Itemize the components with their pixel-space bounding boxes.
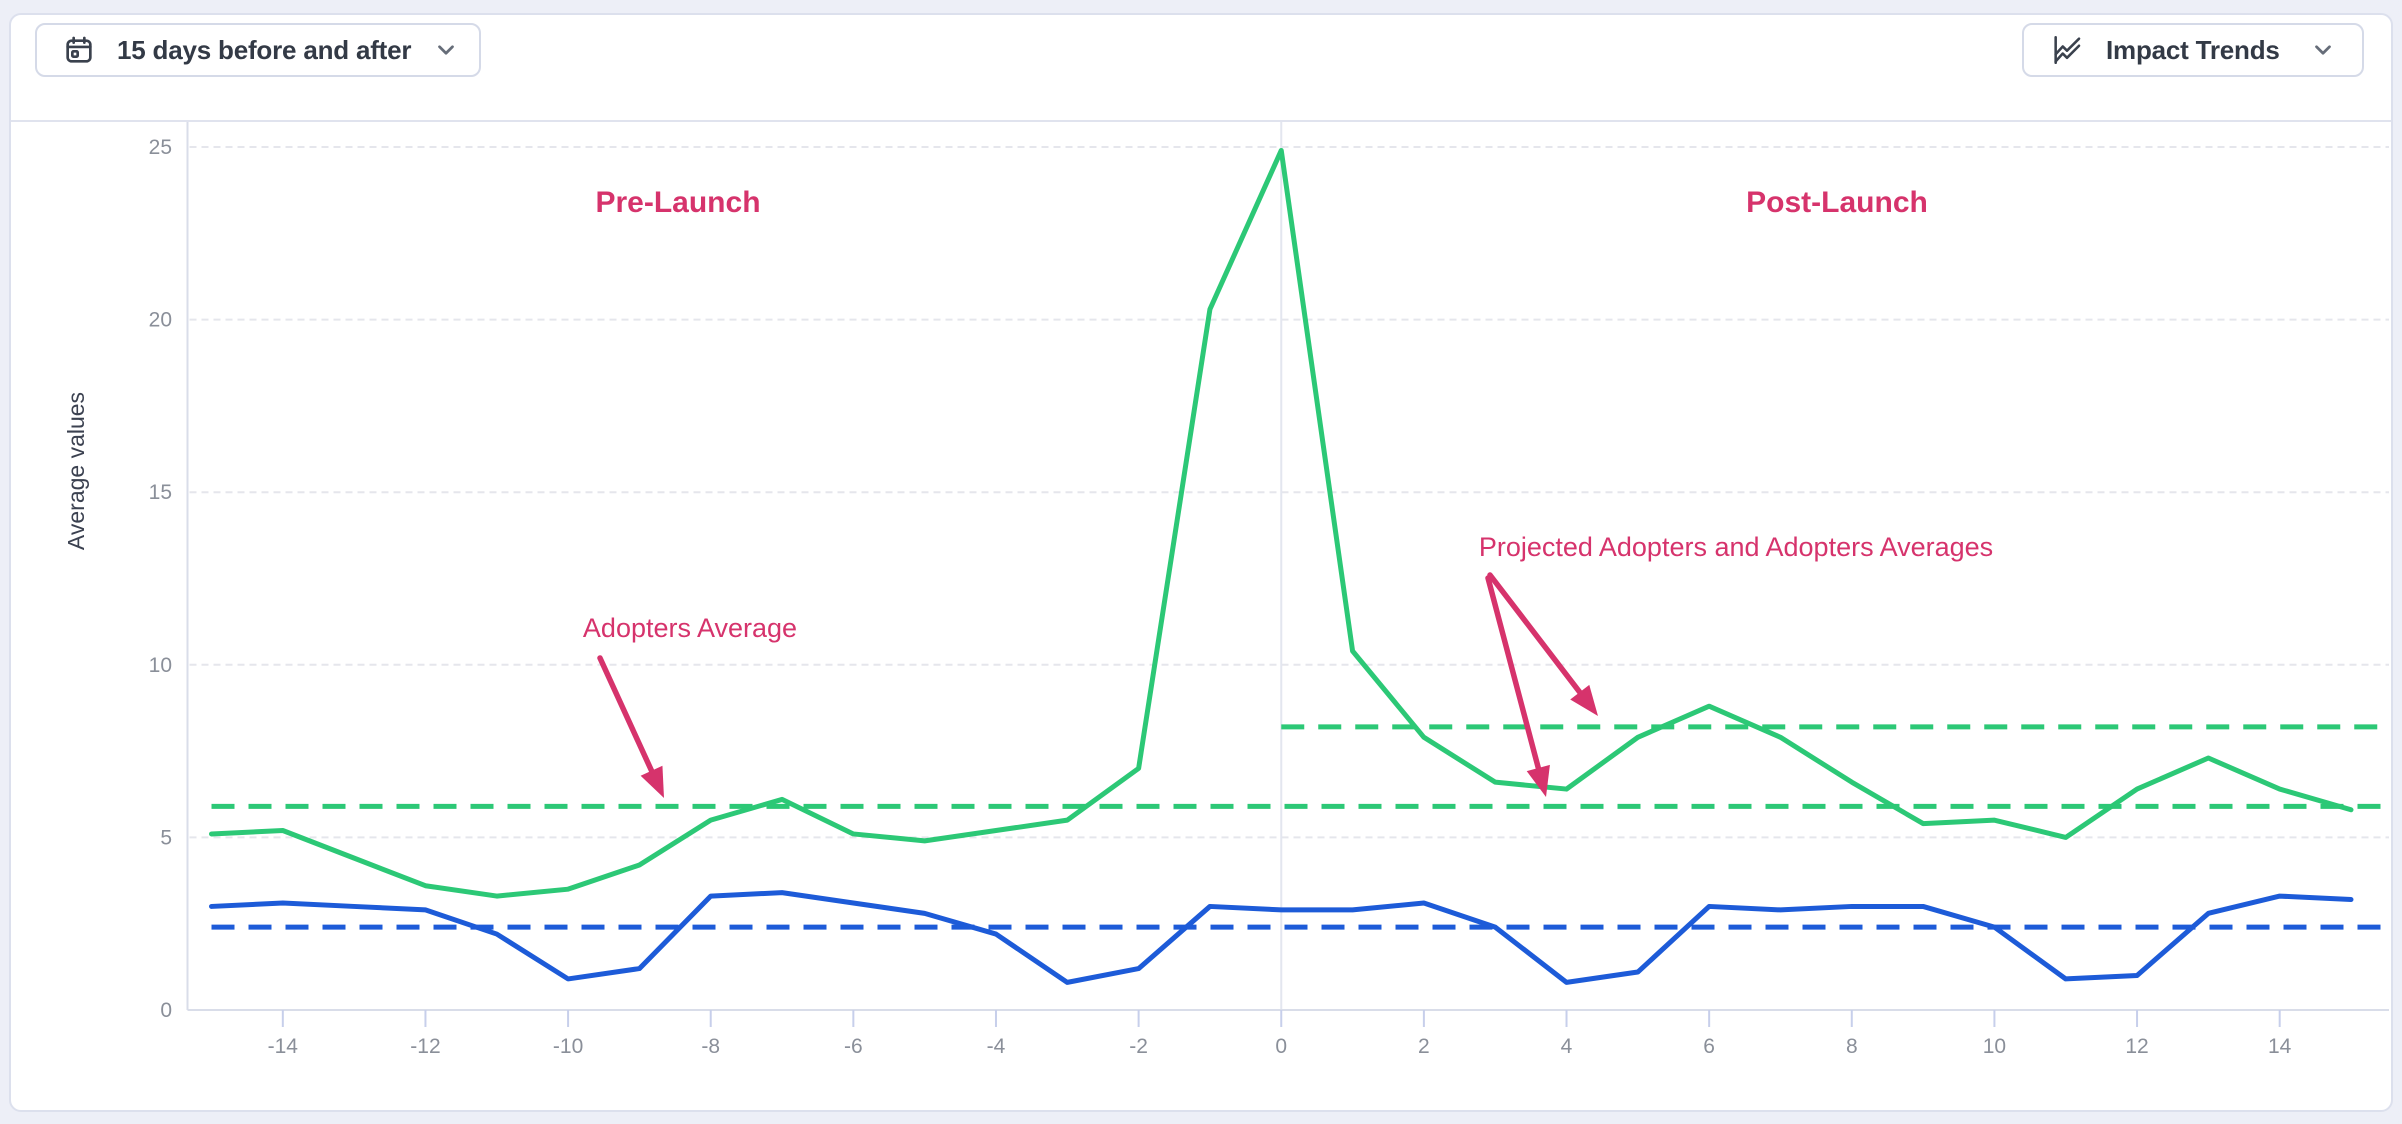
- chart-card: [9, 13, 2393, 1112]
- date-range-button[interactable]: 15 days before and after: [35, 23, 481, 77]
- chevron-down-icon: [433, 37, 459, 63]
- toolbar: [11, 15, 2391, 122]
- calendar-icon: [63, 34, 95, 66]
- chevron-down-icon: [2310, 37, 2336, 63]
- impact-trends-button[interactable]: Impact Trends: [2022, 23, 2364, 77]
- impact-trends-label: Impact Trends: [2106, 34, 2280, 65]
- date-range-label: 15 days before and after: [117, 34, 412, 65]
- trend-chart-icon: [2050, 33, 2084, 67]
